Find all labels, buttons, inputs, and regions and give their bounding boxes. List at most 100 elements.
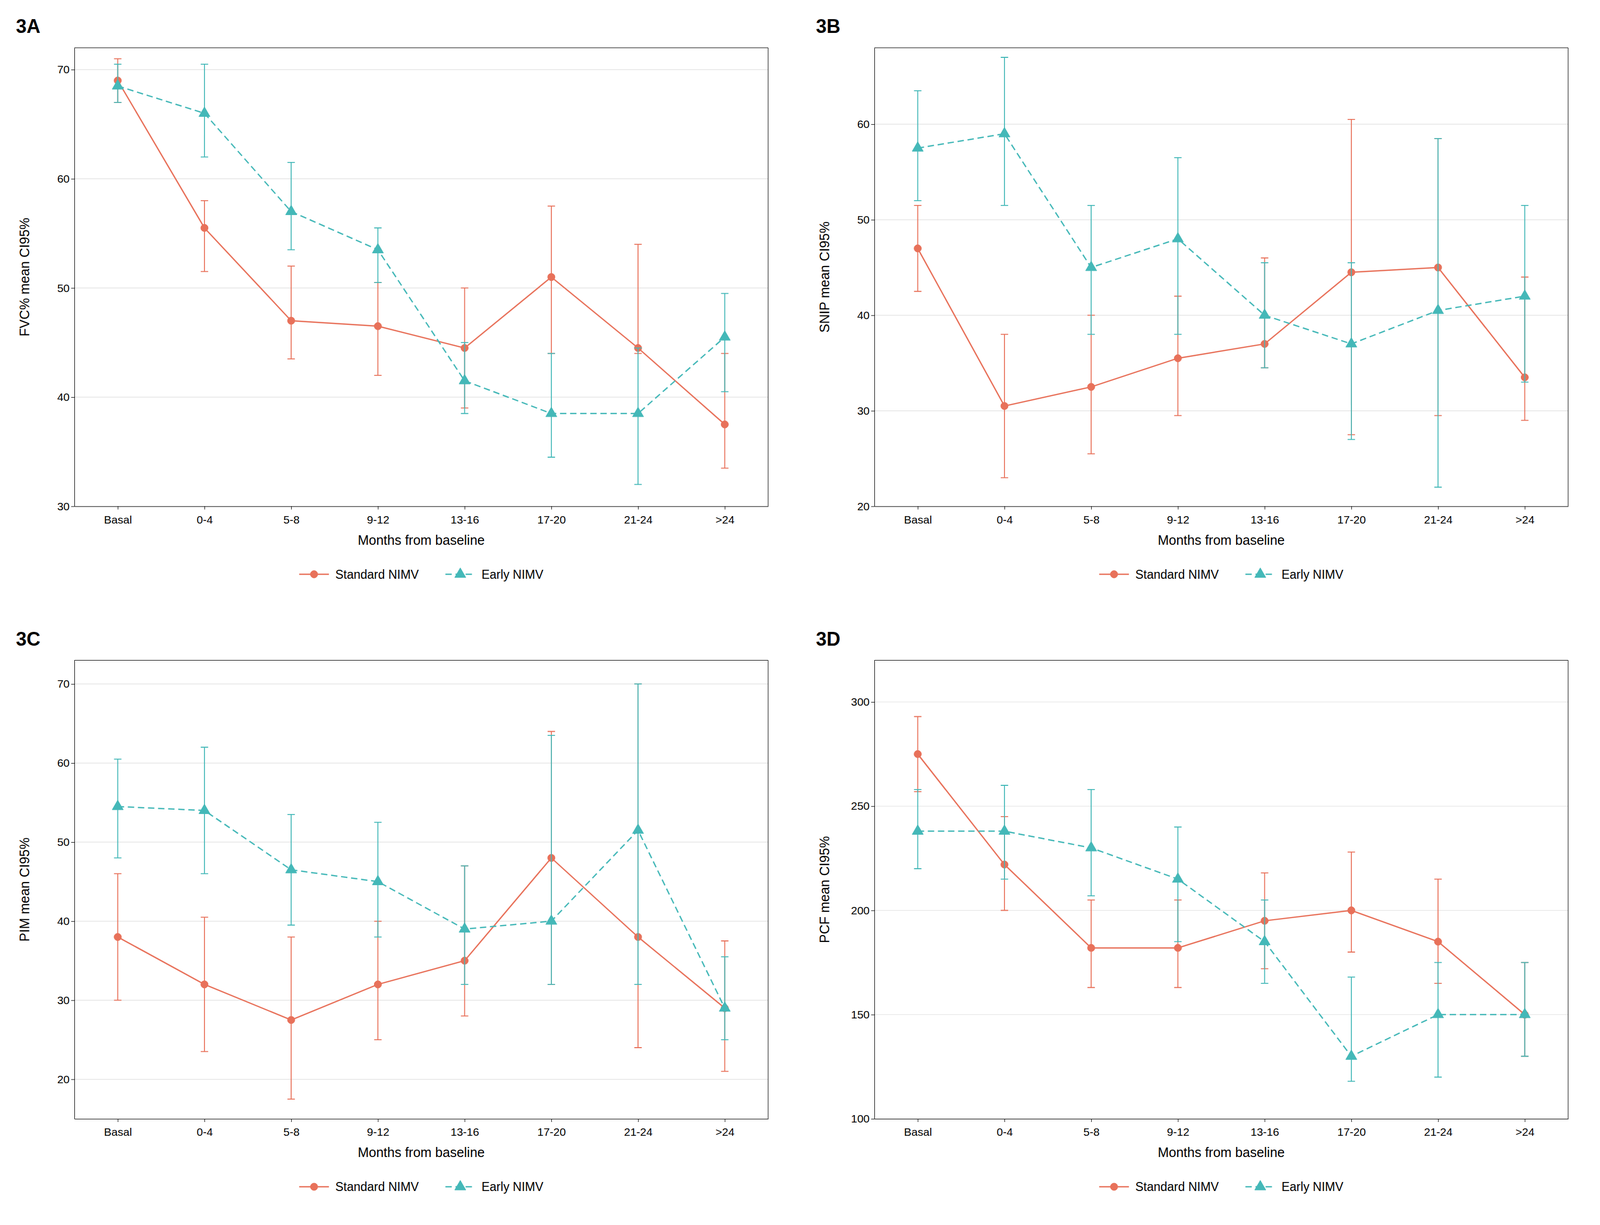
y-axis: 2030405060: [857, 48, 875, 513]
tick-label: 30: [57, 500, 70, 513]
point: [200, 224, 209, 232]
legend-label: Early NIMV: [481, 567, 544, 582]
tick-label: 60: [57, 172, 70, 185]
y-tick: 150: [850, 1008, 875, 1021]
tick-label: 17-20: [1337, 513, 1367, 526]
tick-label: 9-12: [367, 513, 390, 526]
error-bar: [373, 227, 382, 283]
point: [1087, 383, 1095, 391]
legend-item: Early NIMV: [1245, 1180, 1344, 1195]
x-tick: Basal: [104, 1119, 133, 1139]
point: [632, 407, 644, 417]
tick-label: 50: [857, 213, 870, 226]
tick-mark: [71, 1000, 75, 1002]
x-tick: 0-4: [196, 506, 214, 526]
x-tick: 17-20: [537, 1119, 567, 1139]
error-bar: [720, 957, 729, 1041]
grid-line: [74, 684, 769, 685]
grid-line: [874, 219, 1569, 220]
grid-line: [874, 701, 1569, 703]
legend-item: Early NIMV: [445, 567, 544, 582]
legend-marker: [310, 1183, 318, 1191]
y-tick: 30: [57, 994, 75, 1007]
error-bar: [547, 206, 556, 354]
grid-line: [874, 123, 1569, 125]
tick-label: 17-20: [537, 1126, 567, 1139]
series-line: [117, 86, 726, 414]
series-line: [917, 133, 1526, 345]
frame-line: [768, 660, 769, 1120]
x-tick: 0-4: [996, 506, 1014, 526]
grid: [74, 684, 769, 1080]
error-bar: [1347, 852, 1356, 953]
frame-line: [74, 660, 769, 661]
x-axis-title: Months from baseline: [1157, 1145, 1285, 1161]
x-tick: Basal: [104, 506, 133, 526]
x-tick: 9-12: [367, 506, 390, 526]
point: [719, 1001, 731, 1012]
tick-mark: [1351, 1119, 1352, 1123]
x-tick: 0-4: [196, 1119, 214, 1139]
grid-line: [74, 1000, 769, 1001]
x-tick: 21-24: [624, 1119, 653, 1139]
point: [112, 800, 124, 811]
grid-line: [74, 921, 769, 922]
tick-mark: [1524, 1119, 1526, 1123]
tick-mark: [871, 1015, 875, 1016]
x-tick: 21-24: [624, 506, 653, 526]
error-bar: [1434, 963, 1442, 1078]
tick-mark: [637, 1119, 639, 1123]
error-bar: [373, 921, 382, 1041]
legend-marker: [1254, 1180, 1266, 1191]
y-axis-title: FVC% mean CI95%: [16, 217, 32, 337]
tick-mark: [71, 763, 75, 764]
axis-line: [874, 48, 875, 508]
tick-label: 13-16: [1250, 513, 1280, 526]
legend-item: Standard NIMV: [1099, 1180, 1220, 1195]
tick-label: >24: [1515, 513, 1535, 526]
tick-label: Basal: [904, 1126, 933, 1139]
tick-label: 40: [57, 915, 70, 928]
error-bar: [547, 353, 556, 458]
point: [632, 823, 644, 834]
plot-area: [912, 716, 1531, 1082]
grid-line: [74, 287, 769, 289]
y-axis-title: PCF mean CI95%: [816, 836, 832, 944]
frame-line: [768, 47, 769, 507]
x-axis: Basal0-45-89-1213-1617-2021-24>24: [874, 1119, 1569, 1139]
tick-label: 21-24: [624, 1126, 653, 1139]
tick-label: 50: [57, 282, 70, 295]
axis-line: [874, 506, 1569, 508]
x-tick: 5-8: [1083, 506, 1100, 526]
legend-marker: [310, 571, 318, 579]
panel-title: 3B: [815, 15, 841, 38]
series: [114, 684, 729, 1100]
y-tick: 50: [57, 836, 75, 849]
x-axis: Basal0-45-89-1213-1617-2021-24>24: [74, 1119, 769, 1139]
grid-line: [874, 410, 1569, 412]
axis-line: [74, 1119, 769, 1120]
frame-line: [74, 47, 769, 49]
y-axis: 203040506070: [57, 660, 75, 1120]
point: [1000, 402, 1009, 411]
tick-mark: [117, 506, 119, 510]
x-tick: Basal: [904, 506, 933, 526]
series-line: [917, 754, 1526, 1016]
error-bar: [287, 266, 295, 360]
error-bar: [914, 716, 922, 792]
point: [1173, 944, 1182, 952]
legend-item: Standard NIMV: [299, 567, 420, 582]
tick-mark: [871, 124, 875, 125]
series-line: [917, 831, 1526, 1057]
x-tick: 9-12: [367, 1119, 390, 1139]
series-line: [117, 80, 726, 425]
error-bar: [200, 200, 209, 272]
axis-line: [74, 660, 75, 1120]
x-tick: 13-16: [1250, 506, 1280, 526]
tick-mark: [71, 842, 75, 844]
tick-label: 20: [857, 500, 870, 513]
grid-line: [74, 396, 769, 398]
tick-mark: [871, 219, 875, 221]
x-tick: 13-16: [450, 506, 480, 526]
tick-mark: [291, 1119, 292, 1123]
